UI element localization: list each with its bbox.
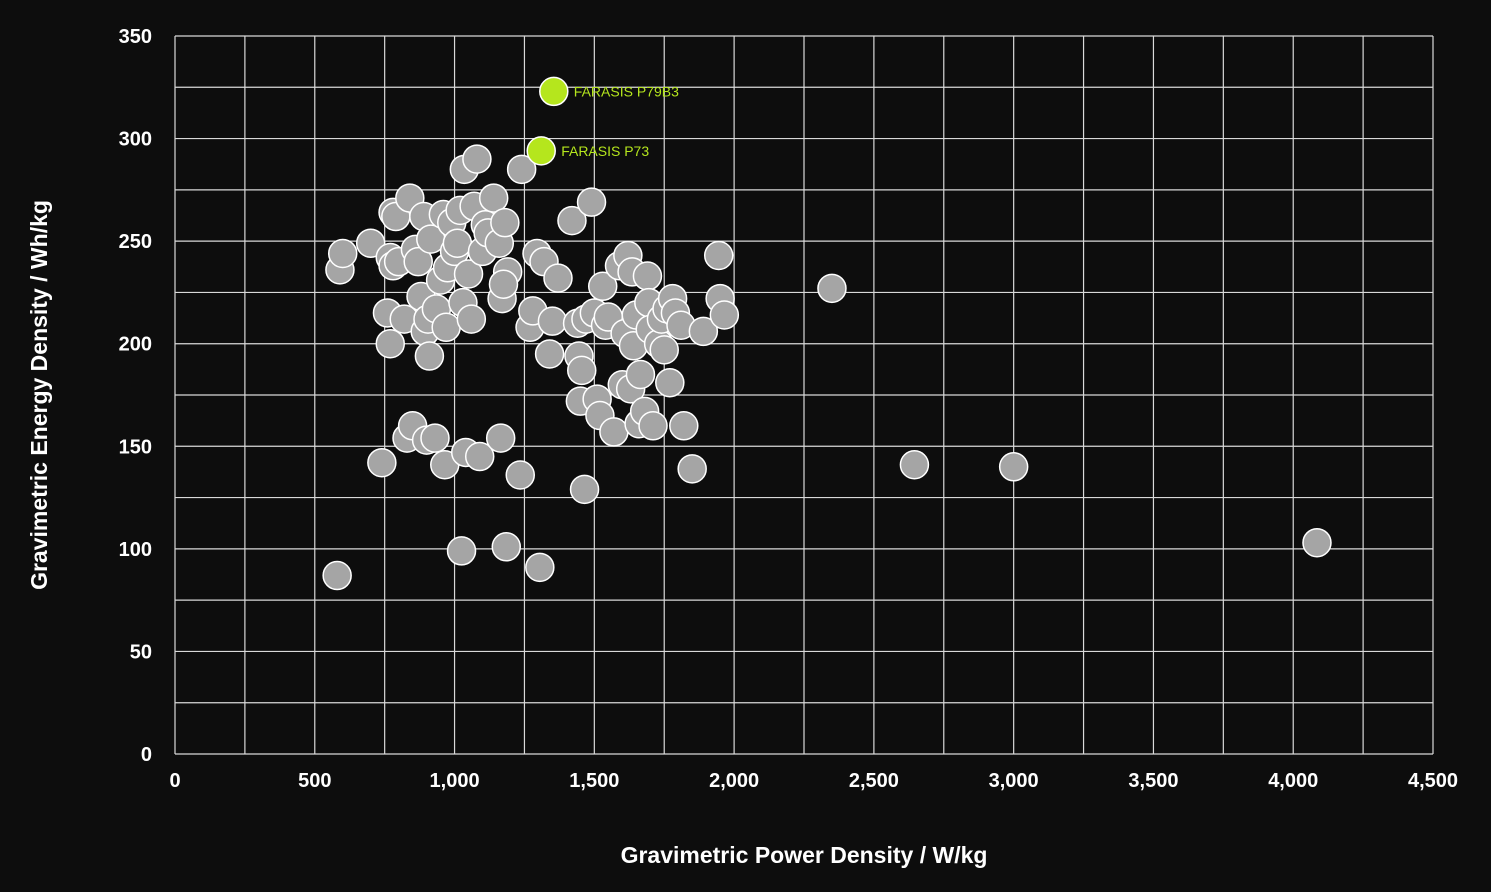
highlighted-point — [539, 76, 569, 107]
data-point — [703, 240, 734, 271]
data-point — [485, 423, 516, 453]
x-tick-label: 3,500 — [1128, 770, 1178, 792]
data-point — [464, 441, 495, 472]
data-point — [899, 449, 930, 480]
x-tick-label: 1,500 — [569, 770, 619, 792]
data-point — [655, 367, 685, 398]
data-point — [488, 269, 519, 299]
data-point — [420, 423, 450, 453]
data-point — [506, 154, 537, 185]
data-point — [817, 273, 847, 304]
data-point — [998, 452, 1029, 482]
highlighted-points: FARASIS P79B3 FARASIS P73 — [526, 76, 679, 166]
data-point — [446, 536, 477, 566]
x-tick-label: 2,000 — [709, 770, 759, 792]
data-point — [587, 271, 618, 302]
y-tick-label: 100 — [119, 539, 152, 561]
highlight-label: FARASIS P79B3 — [574, 83, 679, 99]
x-tick-label: 1,000 — [430, 770, 480, 792]
x-tick-label: 0 — [169, 770, 180, 792]
data-point — [478, 183, 509, 213]
data-point — [505, 460, 536, 490]
highlighted-point — [526, 136, 556, 166]
grid-lines — [174, 35, 1434, 755]
data-point — [431, 312, 461, 343]
data-point — [327, 238, 358, 269]
data-point — [462, 144, 492, 174]
data-point — [414, 341, 445, 371]
data-point — [534, 339, 565, 369]
data-point — [709, 300, 740, 330]
data-point — [688, 316, 719, 347]
x-axis-ticks: 0 500 1,000 1,500 2,000 2,500 3,000 3,500 4,000 4… — [169, 770, 1458, 792]
data-point — [632, 261, 663, 291]
data-point — [543, 263, 573, 293]
data-point — [677, 454, 707, 484]
x-axis-title: Gravimetric Power Density / W/kg — [621, 842, 988, 868]
data-point — [567, 355, 597, 386]
data-point — [453, 259, 484, 289]
data-point — [569, 474, 600, 505]
data-point — [456, 304, 487, 334]
data-point — [491, 532, 522, 562]
data-point — [367, 447, 397, 478]
y-tick-label: 350 — [119, 26, 152, 48]
y-tick-label: 150 — [119, 436, 152, 458]
y-tick-label: 250 — [119, 231, 152, 253]
y-axis-ticks: 0 50 100 150 200 250 300 350 — [119, 26, 152, 766]
data-point — [649, 335, 679, 365]
data-point — [442, 228, 473, 258]
y-tick-label: 300 — [119, 129, 152, 151]
data-point — [638, 411, 668, 441]
y-tick-label: 50 — [130, 641, 152, 663]
x-tick-label: 4,500 — [1408, 770, 1458, 792]
data-point — [525, 552, 555, 583]
data-point — [557, 205, 587, 236]
x-tick-label: 3,000 — [989, 770, 1039, 792]
data-point — [322, 560, 352, 591]
data-point — [490, 207, 520, 238]
highlight-label: FARASIS P73 — [561, 143, 649, 159]
data-point — [537, 306, 568, 336]
data-points — [322, 144, 1332, 591]
data-point — [403, 246, 433, 277]
data-point — [669, 411, 699, 441]
data-point — [625, 359, 656, 390]
data-point — [576, 187, 607, 217]
data-point — [375, 328, 406, 359]
x-tick-label: 2,500 — [849, 770, 899, 792]
y-tick-label: 200 — [119, 334, 152, 356]
data-point — [1302, 527, 1332, 558]
x-tick-label: 4,000 — [1268, 770, 1318, 792]
y-tick-label: 0 — [141, 744, 152, 766]
data-point — [599, 417, 629, 447]
y-axis-title: Gravimetric Energy Density / Wh/kg — [26, 200, 52, 590]
x-tick-label: 500 — [298, 770, 331, 792]
